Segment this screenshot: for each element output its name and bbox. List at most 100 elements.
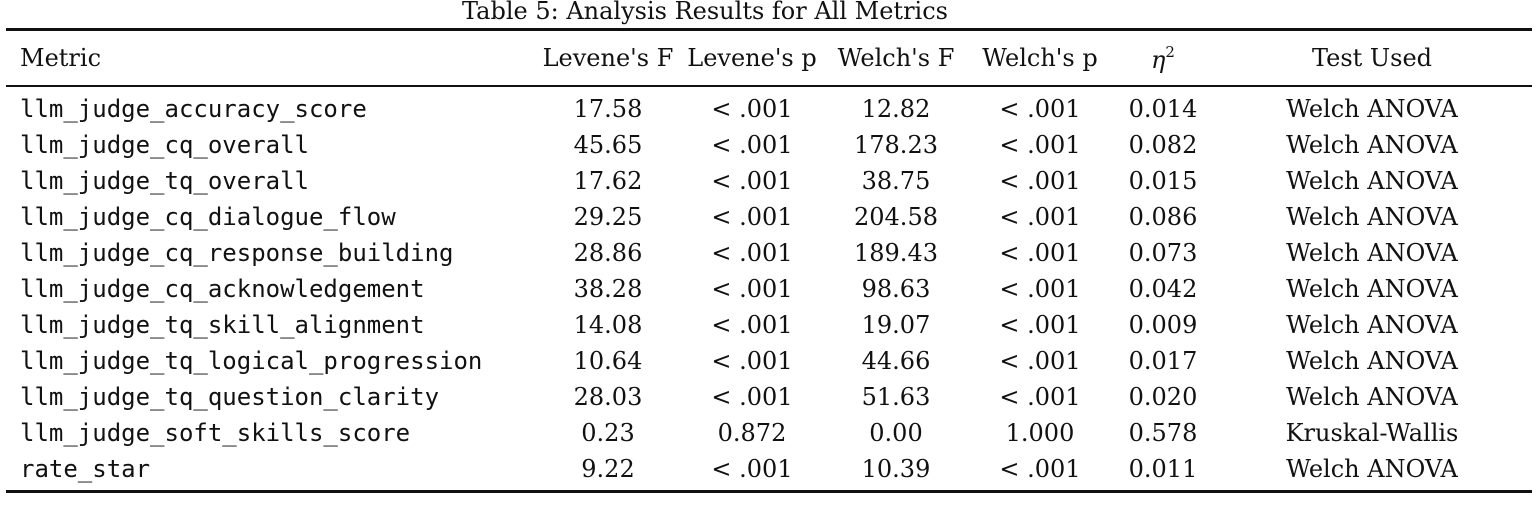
- cell-eta-squared: 0.042: [1128, 275, 1198, 303]
- header-rule: [6, 85, 1532, 87]
- bottom-rule: [6, 490, 1532, 493]
- cell-levene-p: 0.872: [717, 419, 787, 447]
- cell-levene-f: 0.23: [581, 419, 635, 447]
- cell-levene-f: 10.64: [573, 347, 643, 375]
- table-row: llm_judge_tq_skill_alignment 14.08 < .001 1…: [6, 307, 1532, 343]
- cell-welch-p: 1.000: [1005, 419, 1075, 447]
- cell-welch-p: < .001: [999, 131, 1081, 159]
- cell-levene-p: < .001: [711, 95, 793, 123]
- cell-welch-p: < .001: [999, 167, 1081, 195]
- cell-levene-f: 17.58: [573, 95, 643, 123]
- table-row: llm_judge_tq_overall 17.62 < .001 38.75 < .0…: [6, 163, 1532, 199]
- cell-test-used: Welch ANOVA: [1286, 203, 1458, 231]
- cell-eta-squared: 0.011: [1128, 455, 1198, 483]
- cell-metric: llm_judge_cq_acknowledgement: [20, 275, 425, 303]
- cell-welch-f: 178.23: [854, 131, 938, 159]
- cell-levene-p: < .001: [711, 455, 793, 483]
- cell-welch-f: 51.63: [861, 383, 931, 411]
- cell-eta-squared: 0.578: [1128, 419, 1198, 447]
- cell-eta-squared: 0.020: [1128, 383, 1198, 411]
- cell-eta-squared: 0.009: [1128, 311, 1198, 339]
- cell-eta-squared: 0.086: [1128, 203, 1198, 231]
- cell-welch-f: 44.66: [861, 347, 931, 375]
- cell-levene-f: 29.25: [573, 203, 643, 231]
- cell-levene-p: < .001: [711, 275, 793, 303]
- cell-test-used: Welch ANOVA: [1286, 167, 1458, 195]
- cell-welch-p: < .001: [999, 311, 1081, 339]
- cell-test-used: Welch ANOVA: [1286, 455, 1458, 483]
- col-header-welch-f: Welch's F: [837, 44, 955, 72]
- cell-welch-p: < .001: [999, 455, 1081, 483]
- col-header-eta-squared: η2: [1114, 31, 1212, 85]
- cell-welch-p: < .001: [999, 95, 1081, 123]
- cell-test-used: Welch ANOVA: [1286, 95, 1458, 123]
- cell-test-used: Welch ANOVA: [1286, 383, 1458, 411]
- table-row: llm_judge_cq_overall 45.65 < .001 178.23 < .…: [6, 127, 1532, 163]
- cell-levene-f: 14.08: [573, 311, 643, 339]
- cell-welch-f: 98.63: [861, 275, 931, 303]
- cell-metric: llm_judge_cq_dialogue_flow: [20, 203, 396, 231]
- table-row: llm_judge_accuracy_score 17.58 < .001 12.82…: [6, 85, 1532, 127]
- cell-test-used: Welch ANOVA: [1286, 275, 1458, 303]
- cell-levene-f: 28.86: [573, 239, 643, 267]
- col-header-metric: Metric: [20, 44, 102, 72]
- cell-welch-f: 10.39: [861, 455, 931, 483]
- cell-levene-p: < .001: [711, 311, 793, 339]
- cell-welch-f: 38.75: [861, 167, 931, 195]
- cell-eta-squared: 0.017: [1128, 347, 1198, 375]
- table-row: llm_judge_cq_acknowledgement 38.28 < .001 9…: [6, 271, 1532, 307]
- cell-test-used: Welch ANOVA: [1286, 347, 1458, 375]
- eta-exponent: 2: [1165, 42, 1175, 61]
- cell-metric: rate_star: [20, 455, 151, 483]
- cell-levene-p: < .001: [711, 347, 793, 375]
- cell-test-used: Welch ANOVA: [1286, 311, 1458, 339]
- cell-metric: llm_judge_accuracy_score: [20, 95, 367, 123]
- cell-eta-squared: 0.015: [1128, 167, 1198, 195]
- cell-metric: llm_judge_tq_question_clarity: [20, 383, 440, 411]
- cell-levene-f: 9.22: [581, 455, 635, 483]
- cell-levene-f: 28.03: [573, 383, 643, 411]
- cell-welch-f: 0.00: [869, 419, 923, 447]
- cell-levene-p: < .001: [711, 383, 793, 411]
- table-row: llm_judge_tq_logical_progression 10.64 < .…: [6, 343, 1532, 379]
- cell-welch-p: < .001: [999, 239, 1081, 267]
- top-rule: [6, 28, 1532, 31]
- cell-levene-f: 38.28: [573, 275, 643, 303]
- cell-metric: llm_judge_cq_response_building: [20, 239, 454, 267]
- cell-welch-p: < .001: [999, 383, 1081, 411]
- cell-metric: llm_judge_tq_skill_alignment: [20, 311, 425, 339]
- cell-eta-squared: 0.073: [1128, 239, 1198, 267]
- table-row: llm_judge_soft_skills_score 0.23 0.872 0.00…: [6, 415, 1532, 451]
- cell-welch-f: 189.43: [854, 239, 938, 267]
- cell-test-used: Kruskal-Wallis: [1285, 419, 1459, 447]
- col-header-levene-f: Levene's F: [542, 44, 674, 72]
- col-header-test-used: Test Used: [1311, 44, 1433, 72]
- cell-metric: llm_judge_tq_overall: [20, 167, 309, 195]
- cell-levene-f: 45.65: [573, 131, 643, 159]
- results-table: Metric Levene's F Levene's p Welch's F W…: [6, 31, 1532, 487]
- table-body: llm_judge_accuracy_score 17.58 < .001 12.82…: [6, 85, 1532, 487]
- cell-welch-f: 19.07: [861, 311, 931, 339]
- header-row: Metric Levene's F Levene's p Welch's F W…: [6, 31, 1532, 85]
- table-row: llm_judge_tq_question_clarity 28.03 < .001…: [6, 379, 1532, 415]
- table-row: llm_judge_cq_dialogue_flow 29.25 < .001 204…: [6, 199, 1532, 235]
- cell-welch-f: 204.58: [854, 203, 938, 231]
- cell-test-used: Welch ANOVA: [1286, 239, 1458, 267]
- cell-metric: llm_judge_soft_skills_score: [20, 419, 411, 447]
- cell-levene-p: < .001: [711, 167, 793, 195]
- eta-symbol: η: [1151, 45, 1166, 74]
- cell-eta-squared: 0.014: [1128, 95, 1198, 123]
- cell-levene-f: 17.62: [573, 167, 643, 195]
- col-header-levene-p: Levene's p: [687, 44, 817, 72]
- table-caption: Table 5: Analysis Results for All Metric…: [462, 0, 948, 25]
- cell-welch-p: < .001: [999, 275, 1081, 303]
- cell-levene-p: < .001: [711, 131, 793, 159]
- table-row: llm_judge_cq_response_building 28.86 < .00…: [6, 235, 1532, 271]
- cell-levene-p: < .001: [711, 203, 793, 231]
- cell-metric: llm_judge_cq_overall: [20, 131, 309, 159]
- cell-levene-p: < .001: [711, 239, 793, 267]
- cell-eta-squared: 0.082: [1128, 131, 1198, 159]
- table-row: rate_star 9.22 < .001 10.39 < .001 0.011 Welch…: [6, 451, 1532, 487]
- cell-test-used: Welch ANOVA: [1286, 131, 1458, 159]
- cell-welch-p: < .001: [999, 203, 1081, 231]
